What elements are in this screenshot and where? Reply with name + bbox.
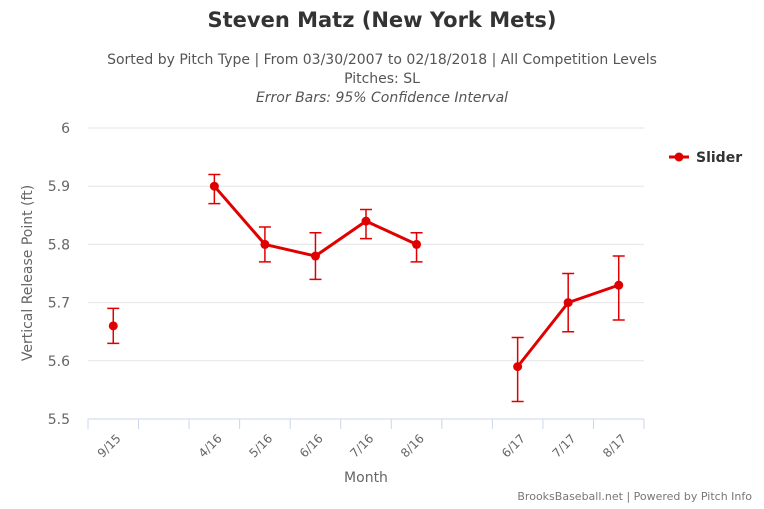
x-tick-label: 9/15 — [95, 431, 124, 460]
chart-subtitle-error-bars: Error Bars: 95% Confidence Interval — [255, 90, 509, 106]
x-axis-title: Month — [344, 470, 388, 486]
x-tick-label: 6/17 — [499, 431, 528, 460]
y-tick-label: 5.8 — [48, 237, 70, 253]
data-point — [260, 239, 270, 249]
data-point — [108, 321, 118, 331]
x-tick-label: 5/16 — [246, 431, 275, 460]
data-point — [614, 280, 624, 290]
data-point — [563, 298, 573, 308]
x-tick-label: 7/16 — [347, 431, 376, 460]
credit-text[interactable]: BrooksBaseball.net | Powered by Pitch In… — [517, 490, 752, 503]
chart-subtitle-pitches: Pitches: SL — [344, 71, 420, 87]
data-point — [513, 362, 523, 372]
y-tick-label: 5.7 — [48, 296, 70, 312]
data-point — [209, 181, 219, 191]
x-tick-label: 8/17 — [600, 431, 629, 460]
y-tick-label: 6 — [61, 121, 70, 137]
data-point — [361, 216, 371, 226]
x-tick-label: 6/16 — [297, 431, 326, 460]
chart-subtitle: Sorted by Pitch Type | From 03/30/2007 t… — [107, 52, 657, 68]
legend-item-slider: Slider — [696, 150, 742, 166]
legend-marker — [674, 152, 684, 162]
y-tick-label: 5.5 — [48, 412, 70, 428]
chart-title: Steven Matz (New York Mets) — [207, 8, 557, 32]
y-tick-label: 5.6 — [48, 354, 70, 370]
x-tick-label: 7/17 — [550, 431, 579, 460]
y-axis-title: Vertical Release Point (ft) — [20, 185, 36, 361]
series-line — [213, 185, 620, 368]
data-point — [310, 251, 320, 261]
y-tick-label: 5.9 — [48, 179, 70, 195]
x-tick-label: 8/16 — [398, 431, 427, 460]
data-point — [412, 239, 422, 249]
x-tick-label: 4/16 — [196, 431, 225, 460]
